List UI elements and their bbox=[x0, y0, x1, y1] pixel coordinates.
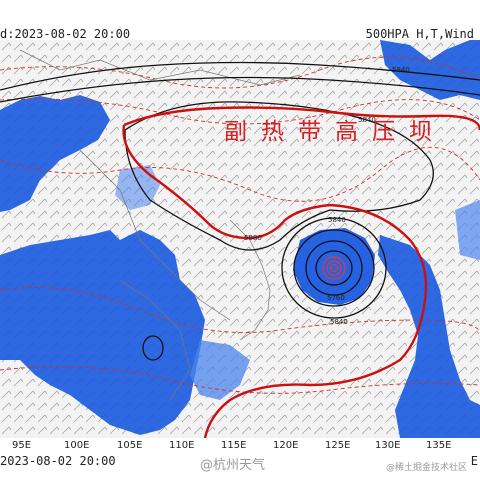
typhoon-contour-outer bbox=[281, 217, 387, 319]
subtropical-high-south-boundary bbox=[122, 124, 428, 438]
precip-region-southwest bbox=[0, 230, 205, 435]
border-line-2 bbox=[79, 149, 231, 321]
weather-map-area: 5840 5840 5840 5760 5840 5880 bbox=[0, 40, 480, 438]
precipitation-areas bbox=[0, 40, 480, 438]
map-footer: 95E 100E 105E 110E 115E 120E 125E 130E 1… bbox=[0, 438, 480, 480]
temp-contour-1 bbox=[0, 56, 480, 89]
lon-label: 110E bbox=[169, 440, 195, 451]
admin-borders bbox=[19, 49, 301, 401]
typhoon-contour-3 bbox=[305, 240, 363, 296]
typhoon-contour-2 bbox=[293, 229, 375, 307]
contour-label: 5840 bbox=[330, 318, 348, 326]
contour-label: 5840 bbox=[358, 116, 376, 124]
precip-region-west bbox=[0, 95, 110, 212]
precip-region-east-edge bbox=[455, 200, 480, 260]
contour-label: 5760 bbox=[327, 294, 345, 302]
lon-label: 130E bbox=[375, 440, 401, 451]
border-line-3 bbox=[119, 279, 191, 401]
contour-label: 5840 bbox=[328, 216, 346, 224]
subtropical-high-annotation: 副热带高压坝 bbox=[224, 119, 446, 145]
height-contour-5840 bbox=[124, 101, 434, 251]
subtropical-high-outline bbox=[122, 106, 480, 438]
map-header: d:2023-08-02 20:00 500HPA H,T,Wind bbox=[0, 0, 480, 41]
lon-label: 120E bbox=[273, 440, 299, 451]
footer-time-label: 2023-08-02 20:00 bbox=[0, 454, 116, 468]
low-contour-south bbox=[142, 335, 164, 361]
precip-region-typhoon-band bbox=[378, 235, 480, 438]
height-contour-north-2 bbox=[0, 76, 480, 103]
footer-right-label: E bbox=[470, 454, 478, 468]
temp-contour-3 bbox=[0, 146, 480, 202]
level-field-label: 500HPA H,T,Wind bbox=[365, 27, 474, 41]
watermark-juejin: @稀土掘金技术社区 bbox=[386, 463, 468, 473]
lon-label: 100E bbox=[64, 440, 90, 451]
subtropical-high-north-boundary bbox=[123, 106, 480, 131]
contour-label: 5840 bbox=[392, 66, 410, 74]
height-contours bbox=[0, 61, 480, 361]
contour-labels: 5840 5840 5840 5760 5840 5880 bbox=[244, 66, 410, 326]
lon-label: 95E bbox=[12, 440, 32, 451]
border-line-1 bbox=[19, 49, 301, 86]
lon-label: 115E bbox=[221, 440, 247, 451]
border-line-coast bbox=[229, 219, 271, 341]
lon-label: 125E bbox=[325, 440, 351, 451]
watermark-hangzhou-weather: @杭州天气 bbox=[200, 458, 266, 473]
height-contour-north-1 bbox=[0, 61, 480, 91]
map-svg: 5840 5840 5840 5760 5840 5880 bbox=[0, 40, 480, 438]
precip-region-light-southwest bbox=[190, 340, 250, 400]
temp-contour-4 bbox=[0, 287, 480, 340]
typhoon-contour-4 bbox=[315, 250, 353, 286]
typhoon-center bbox=[322, 256, 346, 280]
lon-label: 135E bbox=[426, 440, 452, 451]
valid-time-label: d:2023-08-02 20:00 bbox=[0, 27, 131, 41]
temp-contour-2 bbox=[0, 98, 480, 125]
contour-label: 5880 bbox=[244, 234, 262, 242]
lon-label: 105E bbox=[117, 440, 143, 451]
precip-region-northeast bbox=[380, 40, 480, 100]
